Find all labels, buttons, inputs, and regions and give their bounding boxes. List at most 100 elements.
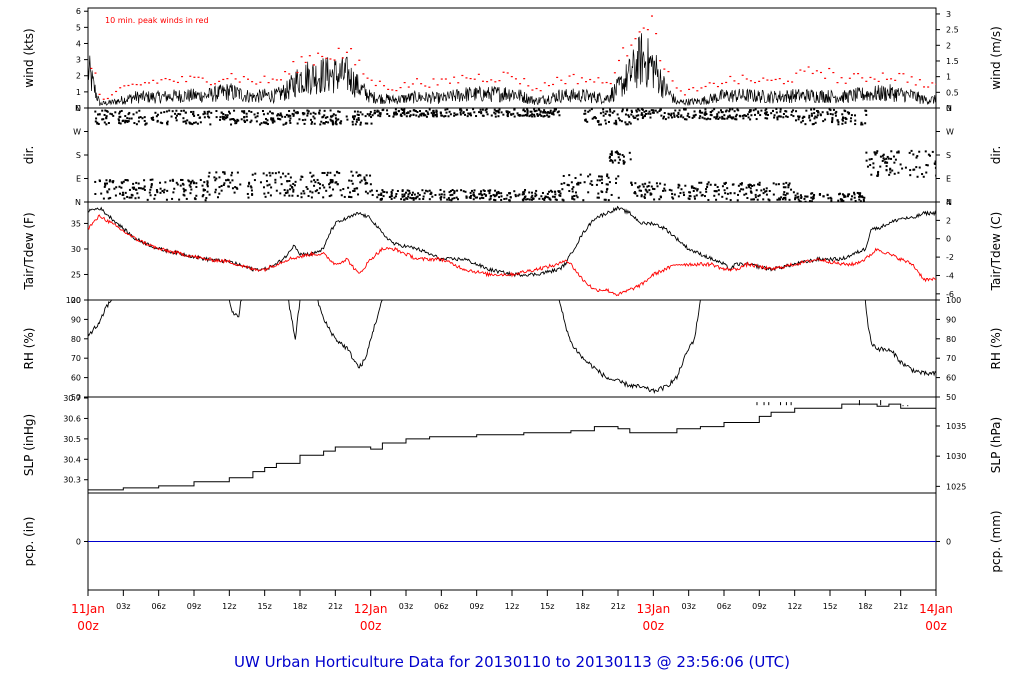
- direction-point: [192, 110, 195, 113]
- direction-point: [667, 116, 670, 119]
- direction-point: [373, 109, 376, 112]
- direction-point: [644, 193, 647, 196]
- direction-point: [834, 114, 837, 117]
- direction-point: [390, 198, 393, 201]
- direction-point: [609, 155, 612, 158]
- peak-wind-mark: [205, 81, 208, 83]
- direction-point: [819, 113, 822, 116]
- direction-point: [673, 115, 676, 118]
- direction-point: [280, 114, 283, 117]
- direction-point: [508, 111, 511, 114]
- direction-point: [219, 116, 222, 119]
- direction-point: [274, 178, 277, 181]
- direction-point: [184, 120, 187, 123]
- direction-point: [228, 112, 231, 115]
- direction-point: [351, 123, 354, 126]
- direction-point: [739, 115, 742, 118]
- direction-point: [289, 176, 292, 179]
- y-tick-label-right: N: [946, 104, 952, 113]
- direction-point: [414, 109, 417, 112]
- direction-point: [132, 187, 135, 190]
- direction-point: [351, 115, 354, 118]
- direction-point: [459, 108, 462, 111]
- direction-point: [291, 112, 294, 115]
- direction-point: [748, 186, 751, 189]
- direction-point: [709, 118, 712, 121]
- direction-point: [748, 111, 751, 114]
- direction-point: [804, 200, 807, 202]
- direction-point: [757, 195, 760, 198]
- direction-point: [149, 194, 152, 197]
- direction-point: [660, 114, 663, 117]
- direction-point: [679, 192, 682, 195]
- direction-point: [636, 194, 639, 197]
- direction-point: [266, 123, 269, 126]
- direction-point: [584, 118, 587, 121]
- direction-point: [676, 114, 679, 117]
- direction-point: [876, 150, 879, 153]
- direction-point: [865, 151, 868, 154]
- direction-point: [644, 182, 647, 185]
- direction-point: [106, 110, 109, 113]
- direction-point: [408, 115, 411, 118]
- direction-point: [677, 195, 680, 198]
- direction-point: [662, 189, 665, 192]
- direction-point: [630, 110, 633, 113]
- direction-point: [451, 193, 454, 196]
- direction-point: [836, 119, 839, 122]
- direction-point: [671, 196, 674, 199]
- direction-point: [843, 195, 846, 198]
- direction-point: [151, 118, 154, 121]
- direction-point: [597, 192, 600, 195]
- direction-point: [303, 192, 306, 195]
- peak-wind-mark: [622, 47, 625, 49]
- direction-point: [727, 115, 730, 118]
- direction-point: [473, 189, 476, 192]
- direction-point: [355, 171, 358, 174]
- direction-point: [119, 110, 122, 113]
- direction-point: [204, 199, 207, 202]
- direction-point: [879, 165, 882, 168]
- direction-point: [324, 116, 327, 119]
- peak-wind-mark: [634, 38, 637, 40]
- direction-point: [817, 111, 820, 114]
- direction-point: [166, 122, 169, 125]
- direction-point: [808, 200, 811, 202]
- direction-point: [298, 118, 301, 121]
- direction-point: [287, 115, 290, 118]
- direction-point: [547, 111, 550, 114]
- peak-wind-mark: [90, 67, 93, 70]
- direction-point: [733, 110, 736, 113]
- direction-point: [620, 120, 623, 123]
- direction-point: [772, 182, 775, 185]
- direction-point: [396, 189, 399, 192]
- direction-point: [893, 172, 896, 175]
- peak-wind-mark: [683, 94, 686, 96]
- direction-point: [104, 109, 107, 112]
- panel-5: pcp. (in) pcp. (mm)0 0: [22, 492, 1003, 591]
- peak-wind-mark: [486, 81, 489, 83]
- direction-point: [698, 110, 701, 113]
- peak-wind-mark: [461, 74, 464, 77]
- direction-point: [837, 199, 840, 202]
- direction-point: [126, 179, 129, 182]
- direction-point: [757, 112, 760, 115]
- peak-wind-mark: [675, 87, 678, 89]
- direction-point: [222, 112, 225, 115]
- direction-point: [482, 189, 485, 192]
- direction-point: [226, 116, 229, 119]
- peak-wind-mark: [436, 84, 439, 86]
- direction-point: [251, 193, 254, 196]
- peak-wind-mark: [799, 69, 802, 71]
- direction-point: [490, 114, 493, 117]
- peak-wind-mark: [914, 84, 917, 86]
- peak-wind-mark: [300, 56, 303, 58]
- direction-point: [288, 194, 291, 197]
- direction-point: [534, 195, 537, 198]
- direction-point: [390, 195, 393, 198]
- direction-point: [586, 120, 589, 123]
- direction-point: [531, 113, 534, 116]
- direction-point: [134, 197, 137, 200]
- peak-wind-mark: [354, 64, 357, 66]
- direction-point: [865, 113, 868, 116]
